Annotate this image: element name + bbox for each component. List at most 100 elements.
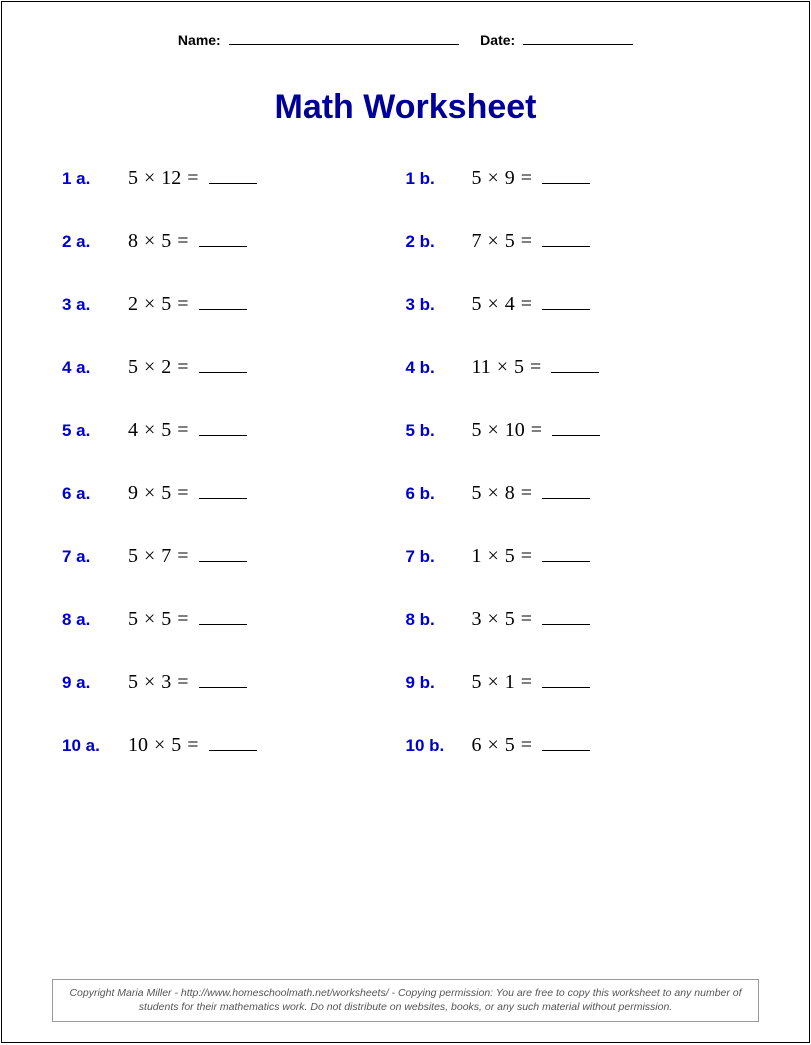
problem-cell: 4 a.5×2=	[62, 356, 406, 379]
problem-cell: 7 a.5 × 7 =	[62, 545, 406, 568]
worksheet-page: Name: Date: Math Worksheet 1 a.5×12=1 b.…	[1, 1, 810, 1043]
answer-blank[interactable]	[199, 235, 247, 247]
problem-cell: 10 b.6×5=	[406, 734, 750, 757]
answer-blank[interactable]	[542, 550, 590, 562]
multiply-operator: ×	[488, 419, 499, 442]
problem-expression: 5×2=	[128, 356, 247, 379]
answer-blank[interactable]	[551, 361, 599, 373]
answer-blank[interactable]	[199, 424, 247, 436]
page-title: Math Worksheet	[52, 88, 759, 127]
operand-x: 2	[128, 293, 138, 315]
operand-x: 5	[128, 545, 138, 567]
problems-grid: 1 a.5×12=1 b.5×9=2 a.8×5=2 b.7×5=3 a.2×5…	[52, 167, 759, 757]
problem-cell: 9 b.5×1=	[406, 671, 750, 694]
operand-x: 1	[472, 545, 482, 567]
problem-label: 6 a.	[62, 484, 128, 504]
answer-blank[interactable]	[209, 172, 257, 184]
problem-label: 4 a.	[62, 358, 128, 378]
answer-blank[interactable]	[542, 235, 590, 247]
problem-label: 1 b.	[406, 169, 472, 189]
multiply-operator: ×	[488, 734, 499, 757]
problem-row: 2 a.8×5=2 b.7×5=	[62, 230, 749, 253]
answer-blank[interactable]	[199, 550, 247, 562]
problem-expression: 11×5=	[472, 356, 600, 379]
operand-x: 5	[128, 356, 138, 378]
answer-blank[interactable]	[542, 676, 590, 688]
date-blank[interactable]	[523, 33, 633, 45]
problem-label: 8 a.	[62, 610, 128, 630]
equals-sign: =	[521, 167, 532, 190]
operand-y: 4	[505, 293, 515, 315]
problem-label: 7 a.	[62, 547, 128, 567]
operand-y: 9	[505, 167, 515, 189]
answer-blank[interactable]	[199, 487, 247, 499]
problem-cell: 5 b.5×10=	[406, 419, 750, 442]
answer-blank[interactable]	[542, 298, 590, 310]
problem-expression: 5×12=	[128, 167, 257, 190]
problem-expression: 5×5=	[128, 608, 247, 631]
copyright-footer: Copyright Maria Miller - http://www.home…	[52, 979, 759, 1022]
answer-blank[interactable]	[199, 676, 247, 688]
equals-sign: =	[521, 482, 532, 505]
problem-expression: 5×4=	[472, 293, 591, 316]
problem-expression: 5×9=	[472, 167, 591, 190]
operand-y: 3	[161, 671, 171, 693]
multiply-operator: ×	[144, 293, 155, 316]
problem-cell: 8 b.3×5=	[406, 608, 750, 631]
problem-label: 1 a.	[62, 169, 128, 189]
equals-sign: =	[177, 671, 188, 694]
problem-cell: 8 a.5×5=	[62, 608, 406, 631]
multiply-operator: ×	[144, 545, 155, 568]
multiply-operator: ×	[488, 167, 499, 190]
answer-blank[interactable]	[199, 361, 247, 373]
operand-x: 7	[472, 230, 482, 252]
operand-y: 1	[505, 671, 515, 693]
operand-y: 7	[161, 545, 171, 567]
operand-x: 9	[128, 482, 138, 504]
answer-blank[interactable]	[542, 739, 590, 751]
operand-y: 5	[505, 545, 515, 567]
operand-y: 5	[161, 230, 171, 252]
operand-y: 5	[505, 734, 515, 756]
problem-cell: 6 b.5×8=	[406, 482, 750, 505]
problem-label: 2 b.	[406, 232, 472, 252]
operand-x: 3	[472, 608, 482, 630]
problem-label: 8 b.	[406, 610, 472, 630]
operand-y: 5	[161, 419, 171, 441]
answer-blank[interactable]	[542, 172, 590, 184]
problem-row: 9 a.5×3=9 b.5×1=	[62, 671, 749, 694]
problem-cell: 3 b.5×4=	[406, 293, 750, 316]
problem-label: 3 b.	[406, 295, 472, 315]
problem-cell: 5 a.4×5=	[62, 419, 406, 442]
equals-sign: =	[521, 734, 532, 757]
problem-cell: 9 a.5×3=	[62, 671, 406, 694]
answer-blank[interactable]	[542, 613, 590, 625]
problem-expression: 10×5=	[128, 734, 257, 757]
multiply-operator: ×	[488, 293, 499, 316]
answer-blank[interactable]	[199, 613, 247, 625]
operand-x: 8	[128, 230, 138, 252]
equals-sign: =	[177, 608, 188, 631]
operand-x: 5	[472, 419, 482, 441]
problem-expression: 5 × 7 =	[128, 545, 247, 568]
name-blank[interactable]	[229, 33, 459, 45]
operand-y: 5	[171, 734, 181, 756]
problem-cell: 4 b.11×5=	[406, 356, 750, 379]
answer-blank[interactable]	[199, 298, 247, 310]
answer-blank[interactable]	[552, 424, 600, 436]
problem-label: 3 a.	[62, 295, 128, 315]
equals-sign: =	[521, 545, 532, 568]
equals-sign: =	[177, 545, 188, 568]
operand-x: 5	[128, 671, 138, 693]
answer-blank[interactable]	[209, 739, 257, 751]
operand-x: 5	[128, 167, 138, 189]
answer-blank[interactable]	[542, 487, 590, 499]
equals-sign: =	[531, 419, 542, 442]
problem-cell: 7 b.1×5=	[406, 545, 750, 568]
equals-sign: =	[177, 482, 188, 505]
operand-y: 12	[161, 167, 181, 189]
operand-y: 5	[514, 356, 524, 378]
header-line: Name: Date:	[52, 32, 759, 48]
problem-label: 9 b.	[406, 673, 472, 693]
multiply-operator: ×	[144, 419, 155, 442]
